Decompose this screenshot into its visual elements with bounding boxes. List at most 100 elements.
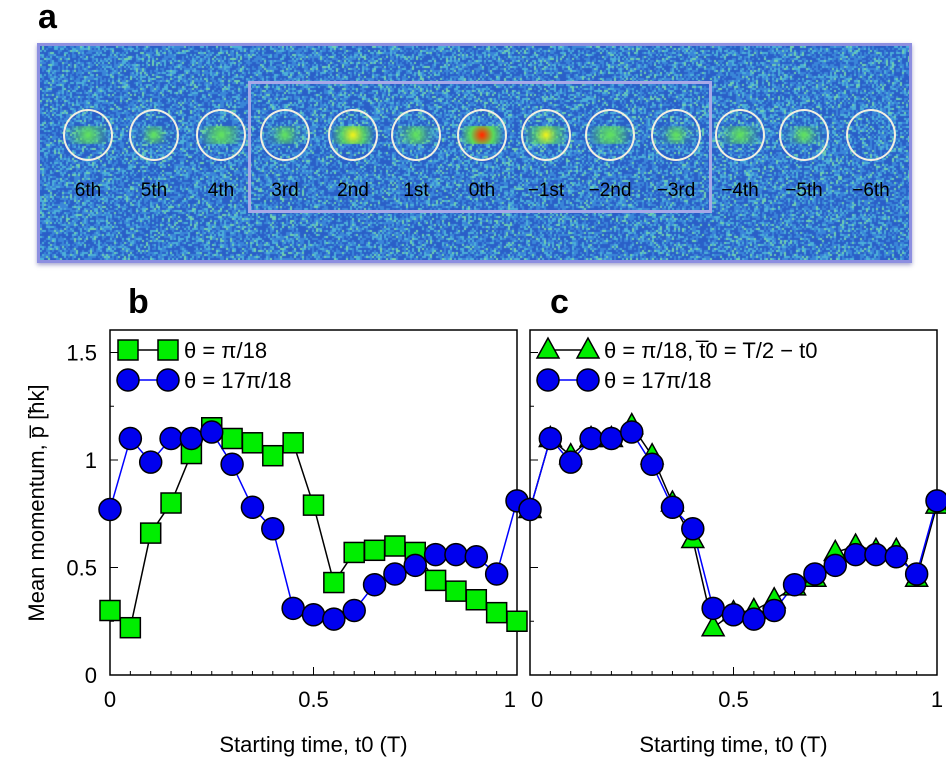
data-point-square (160, 492, 182, 514)
data-point-circle (823, 553, 847, 578)
x-tick-label: 0 (531, 687, 543, 712)
order-circle (129, 109, 179, 161)
data-point-square (445, 580, 467, 602)
data-point-square (99, 599, 121, 622)
order-label: 1st (403, 180, 429, 201)
data-point-circle (118, 426, 143, 451)
data-point-circle (843, 542, 868, 567)
data-point-circle (640, 452, 664, 477)
data-point-circle (220, 452, 244, 477)
data-point-circle (240, 495, 265, 520)
order-circle (391, 109, 441, 161)
data-point-circle (701, 596, 725, 621)
data-point-square (506, 610, 528, 632)
order-circle (585, 109, 635, 161)
data-point-square (139, 522, 162, 544)
legend-label: θ = π/18 (184, 338, 267, 363)
order-label: −1st (527, 180, 565, 201)
panel-b-letter: b (128, 283, 149, 321)
x-axis-label: Starting time, t0 (T) (639, 732, 827, 757)
data-point-circle (98, 497, 122, 522)
y-tick-label: 0 (85, 663, 97, 688)
order-circle (651, 109, 701, 161)
data-point-circle (803, 562, 827, 586)
data-point-square (485, 601, 508, 624)
x-tick-label: 1 (931, 687, 943, 712)
order-label: 6th (74, 180, 102, 201)
x-tick-label: 0.5 (718, 687, 749, 712)
series-line-circle (529, 431, 938, 620)
order-circle (715, 109, 765, 161)
order-label: −5th (785, 180, 823, 201)
order-circle (521, 109, 571, 161)
panel-a-letter: a (38, 0, 57, 36)
data-point-circle (138, 450, 163, 474)
y-tick-label: 0.5 (66, 556, 97, 581)
data-point-square (323, 571, 345, 594)
order-label: −3rd (656, 180, 696, 201)
order-label: 2nd (337, 180, 369, 201)
data-point-circle (322, 607, 346, 631)
legend-marker (156, 368, 180, 392)
x-tick-label: 0.5 (298, 687, 329, 712)
data-point-circle (301, 603, 326, 627)
y-tick-label: 1.5 (66, 341, 97, 366)
data-point-circle (179, 426, 204, 451)
order-circle (63, 109, 113, 161)
data-point-circle (762, 598, 786, 623)
order-label: 4th (207, 180, 235, 201)
data-point-circle (579, 426, 603, 451)
data-point-circle (403, 553, 427, 578)
data-point-square (262, 444, 284, 467)
order-circle (196, 109, 246, 161)
data-point-circle (261, 517, 285, 541)
data-point-circle (200, 420, 224, 444)
order-label: 3rd (271, 180, 299, 201)
data-point-circle (864, 542, 888, 567)
data-point-circle (925, 489, 946, 513)
data-point-circle (281, 596, 305, 621)
legend-marker (536, 368, 560, 392)
data-point-square (363, 539, 386, 562)
data-point-square (465, 589, 488, 611)
legend-label: θ = 17π/18 (184, 368, 292, 393)
x-tick-label: 1 (504, 687, 516, 712)
legend-marker (117, 339, 139, 361)
data-point-circle (423, 542, 448, 567)
data-point-circle (362, 572, 387, 597)
order-label: −6th (852, 180, 890, 201)
panel-c-letter: c (550, 283, 569, 321)
data-point-square (343, 541, 365, 564)
data-point-circle (444, 542, 468, 567)
legend-marker (576, 368, 600, 392)
legend-marker (535, 336, 561, 359)
data-point-square (282, 432, 304, 454)
data-point-circle (464, 545, 489, 569)
order-circle (260, 109, 310, 161)
data-point-circle (782, 572, 807, 597)
order-label: 5th (140, 180, 168, 201)
data-point-circle (620, 420, 644, 444)
data-point-circle (159, 426, 183, 451)
data-point-circle (518, 497, 542, 522)
data-point-square (302, 494, 325, 516)
order-label: −2nd (588, 180, 632, 201)
data-point-circle (721, 603, 746, 627)
order-circle (328, 109, 378, 161)
data-point-circle (342, 598, 366, 623)
order-label: −4th (721, 180, 759, 201)
y-tick-label: 1 (85, 448, 97, 473)
order-circle (779, 109, 829, 161)
data-point-square (119, 616, 142, 639)
order-circle (846, 109, 896, 161)
data-point-square (384, 535, 406, 557)
data-point-square (424, 569, 447, 592)
data-point-circle (884, 545, 909, 569)
diffraction-image: 6th 5th 4th 3rd 2nd 1st 0th −1st −2nd −3rd −4th −5t… (37, 43, 912, 263)
data-point-circle (538, 426, 563, 451)
y-axis-label: Mean momentum, p̅ [ħk] (24, 384, 49, 621)
data-point-circle (681, 517, 705, 541)
order-circle (457, 109, 507, 161)
order-label: 0th (468, 180, 496, 201)
